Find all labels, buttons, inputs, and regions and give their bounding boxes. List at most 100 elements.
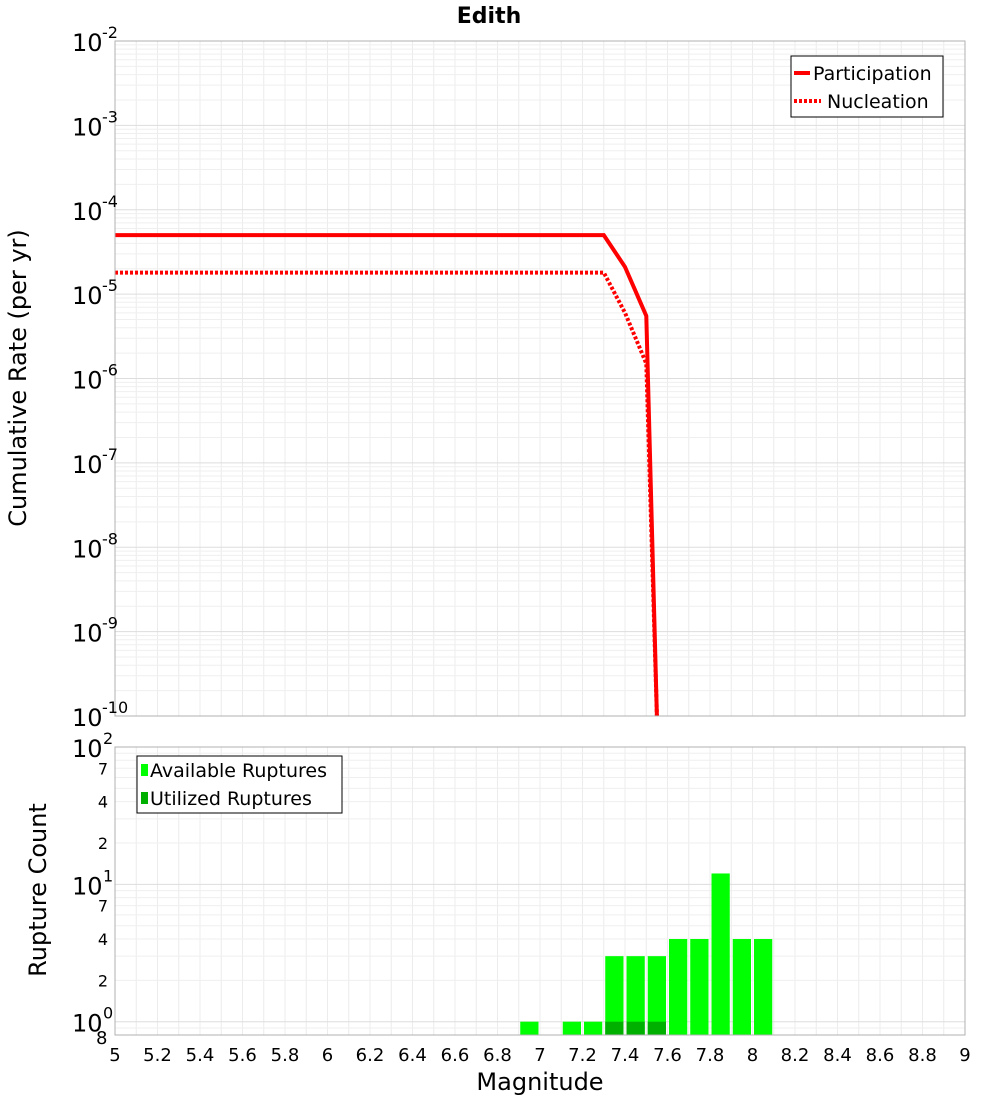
bar-available (520, 1021, 539, 1035)
bar-available (562, 1021, 581, 1035)
top-y-tick-mantissa: 10 (72, 535, 103, 563)
bar-available (754, 939, 773, 1035)
x-tick-label: 7.8 (696, 1045, 725, 1066)
top-y-tick-exponent: -4 (102, 192, 118, 211)
bottom-legend-box (136, 755, 343, 814)
legend-label-available: Available Ruptures (150, 760, 327, 782)
x-tick-label: 6.6 (441, 1045, 470, 1066)
legend-swatch-available (141, 764, 148, 776)
x-tick-label: 6.8 (483, 1045, 512, 1066)
x-tick-label: 7.2 (568, 1045, 597, 1066)
bottom-y-minor-tick-label: 2 (98, 834, 108, 853)
top-y-tick-label: 10 -10 (72, 698, 128, 732)
bar-available (605, 956, 624, 1035)
x-tick-label: 7.6 (653, 1045, 682, 1066)
bottom-plot-frame (114, 746, 966, 1036)
x-tick-label: 7.4 (611, 1045, 640, 1066)
bottom-y-minor-tick-label: 7 (98, 759, 108, 778)
top-y-tick-exponent: -3 (102, 107, 118, 126)
top-y-tick-mantissa: 10 (72, 282, 103, 310)
bottom-legend: Available Ruptures Utilized Ruptures (136, 755, 343, 814)
x-tick-label: 5.2 (143, 1045, 172, 1066)
bottom-y-tick-exponent: 1 (103, 866, 113, 885)
x-tick-label: 5.4 (186, 1045, 215, 1066)
legend-swatch-utilized (141, 792, 148, 804)
bottom-y-tick-label: 10 1 (72, 866, 113, 900)
x-tick-label: 8.6 (866, 1045, 895, 1066)
top-y-tick-exponent: -5 (102, 276, 118, 295)
bottom-y-minor-tick-label: 7 (98, 897, 108, 916)
bottom-y-minor-tick-label: 2 (98, 971, 108, 990)
chart-title: Edith (457, 4, 522, 29)
top-legend-box (790, 55, 944, 118)
x-tick-label: 5.6 (228, 1045, 257, 1066)
x-tick-label: 5.8 (271, 1045, 300, 1066)
x-tick-label: 7 (534, 1045, 545, 1066)
bar-available (711, 873, 730, 1035)
top-y-tick-mantissa: 10 (72, 113, 103, 141)
bar-utilized (626, 1021, 645, 1035)
top-y-axis-label: Cumulative Rate (per yr) (4, 229, 32, 527)
legend-label-utilized: Utilized Ruptures (150, 788, 312, 810)
top-y-tick-label: 10 -7 (72, 445, 118, 479)
bar-utilized (647, 1021, 666, 1035)
x-tick-label: 6 (322, 1045, 333, 1066)
x-tick-label: 5 (109, 1045, 120, 1066)
top-y-tick-mantissa: 10 (72, 704, 103, 732)
top-y-tick-label: 10 -3 (72, 107, 118, 141)
top-y-tick-exponent: -10 (102, 698, 128, 717)
bottom-y-tick-exponent: 2 (103, 729, 113, 748)
bottom-y-minor-tick-label: 4 (98, 793, 108, 812)
top-grid (114, 41, 966, 717)
bottom-y-tick-mantissa: 10 (72, 735, 103, 763)
bottom-y-tick-mantissa: 10 (72, 1010, 103, 1038)
top-y-tick-exponent: -8 (102, 529, 118, 548)
bar-available (584, 1021, 603, 1035)
legend-label-participation: Participation (813, 63, 932, 85)
x-tick-label: 8.4 (823, 1045, 852, 1066)
bar-available (690, 939, 709, 1035)
x-axis-label: Magnitude (476, 1068, 603, 1096)
top-y-tick-mantissa: 10 (72, 198, 103, 226)
top-y-tick-label: 10 -9 (72, 614, 118, 648)
bar-available (669, 939, 688, 1035)
top-y-tick-label: 10 -8 (72, 529, 118, 563)
bar-available (626, 956, 645, 1035)
bars (520, 873, 773, 1035)
top-y-tick-exponent: -7 (102, 445, 118, 464)
bottom-y-tick-exponent: 0 (103, 1004, 113, 1023)
top-y-tick-mantissa: 10 (72, 620, 103, 648)
top-y-tick-label: 10 -4 (72, 192, 118, 226)
bottom-y-tick-lower: 8 (96, 1028, 107, 1049)
bottom-y-tick-mantissa: 10 (72, 872, 103, 900)
x-tick-label: 9 (959, 1045, 970, 1066)
bar-available (647, 956, 666, 1035)
top-y-tick-label: 10 -2 (72, 23, 118, 57)
top-y-tick-exponent: -6 (102, 361, 118, 380)
bottom-y-tick-label: 10 0 (72, 1004, 113, 1038)
top-y-tick-exponent: -9 (102, 614, 118, 633)
top-y-tick-exponent: -2 (102, 23, 118, 42)
top-legend: Participation Nucleation (790, 55, 944, 118)
bottom-y-minor-tick-label: 4 (98, 930, 108, 949)
x-tick-label: 8.8 (908, 1045, 937, 1066)
top-y-tick-label: 10 -5 (72, 276, 118, 310)
rate-lines (115, 233, 659, 717)
legend-label-nucleation: Nucleation (827, 91, 929, 113)
x-ticks: 5 5.2 5.4 5.6 5.8 6 6.2 6.4 6.6 6.8 7 7.2 7.4 7.6 7.8 8… (109, 1045, 970, 1066)
top-y-tick-mantissa: 10 (72, 29, 103, 57)
x-tick-label: 8 (747, 1045, 758, 1066)
series-line-nucleation (115, 270, 659, 717)
bar-available (732, 939, 751, 1035)
x-tick-label: 8.2 (781, 1045, 810, 1066)
top-y-tick-mantissa: 10 (72, 367, 103, 395)
x-tick-label: 6.4 (398, 1045, 427, 1066)
bottom-y-tick-label: 10 2 (72, 729, 113, 763)
x-tick-label: 6.2 (356, 1045, 385, 1066)
top-y-tick-mantissa: 10 (72, 451, 103, 479)
top-plot-frame (114, 40, 966, 717)
